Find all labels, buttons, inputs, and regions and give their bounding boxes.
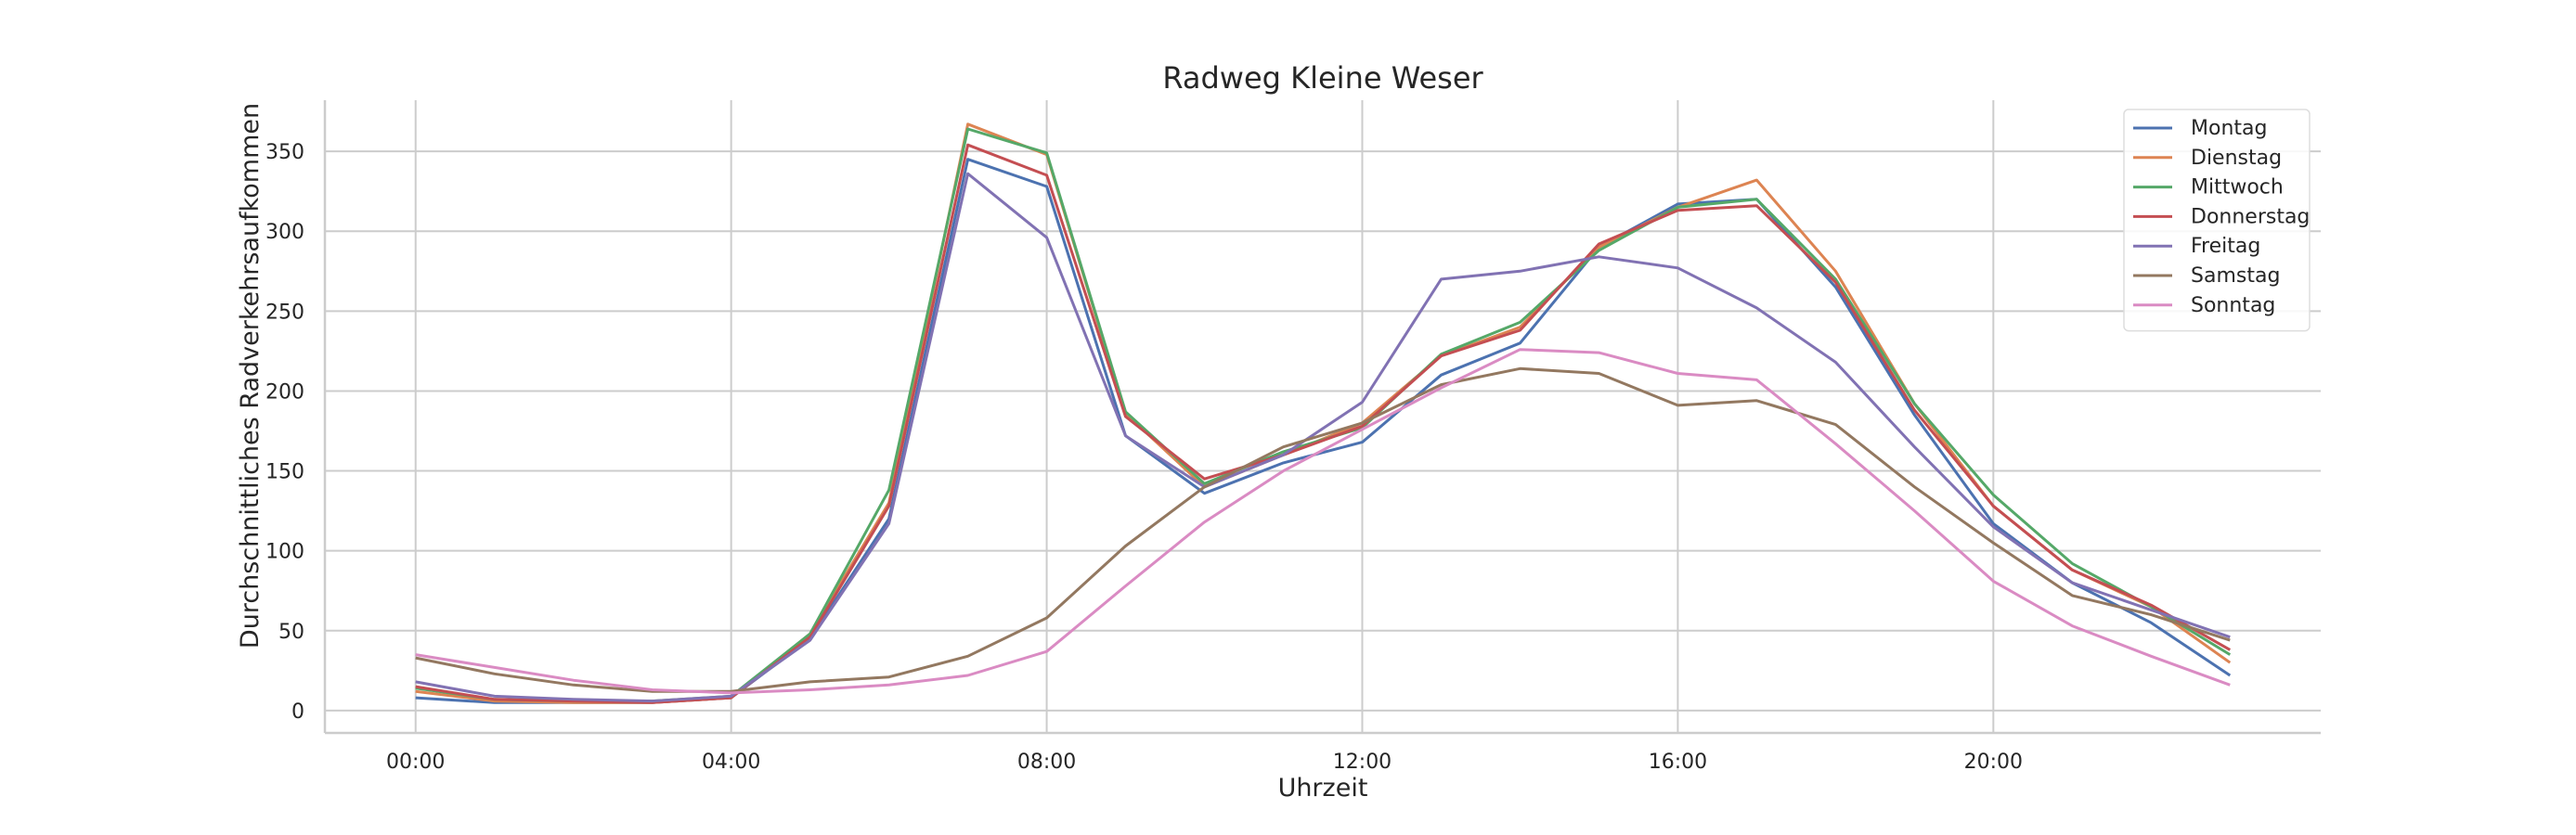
y-tick-label: 0 [291, 700, 304, 724]
x-axis-ticks: 00:00 04:00 08:00 12:00 16:00 20:00 [386, 751, 2023, 774]
legend-label: Freitag [2191, 235, 2260, 258]
series-line-sonntag [415, 348, 2231, 695]
y-tick-label: 150 [265, 461, 304, 484]
y-tick-label: 300 [265, 221, 304, 244]
y-tick-label: 200 [265, 380, 304, 404]
series-line-freitag [415, 172, 2231, 703]
x-axis-label: Uhrzeit [1278, 774, 1368, 803]
x-tick-label: 20:00 [1964, 751, 2023, 774]
chart-title: Radweg Kleine Weser [1162, 60, 1483, 96]
legend-label: Sonntag [2191, 294, 2275, 317]
grid [325, 100, 2321, 733]
series-lines [415, 122, 2232, 704]
legend-label: Mittwoch [2191, 176, 2284, 199]
y-tick-label: 50 [278, 621, 304, 644]
legend-label: Montag [2191, 117, 2267, 140]
legend-label: Donnerstag [2191, 205, 2310, 228]
legend-label: Samstag [2191, 264, 2280, 288]
x-tick-label: 04:00 [702, 751, 760, 774]
y-tick-label: 100 [265, 541, 304, 564]
x-tick-label: 16:00 [1649, 751, 1707, 774]
legend: Montag Dienstag Mittwoch Donnerstag Freitag S… [2123, 109, 2311, 332]
axis-spines [323, 100, 2321, 735]
y-tick-label: 250 [265, 301, 304, 324]
x-tick-label: 00:00 [386, 751, 445, 774]
x-tick-label: 12:00 [1333, 751, 1392, 774]
y-tick-label: 350 [265, 141, 304, 164]
series-line-donnerstag [415, 143, 2232, 704]
legend-label: Dienstag [2191, 147, 2282, 170]
y-axis-label: Durchschnittliches Radverkehrsaufkommen [236, 103, 265, 649]
y-axis-ticks: 0 50 100 150 200 250 300 350 [265, 141, 304, 724]
x-tick-label: 08:00 [1017, 751, 1076, 774]
